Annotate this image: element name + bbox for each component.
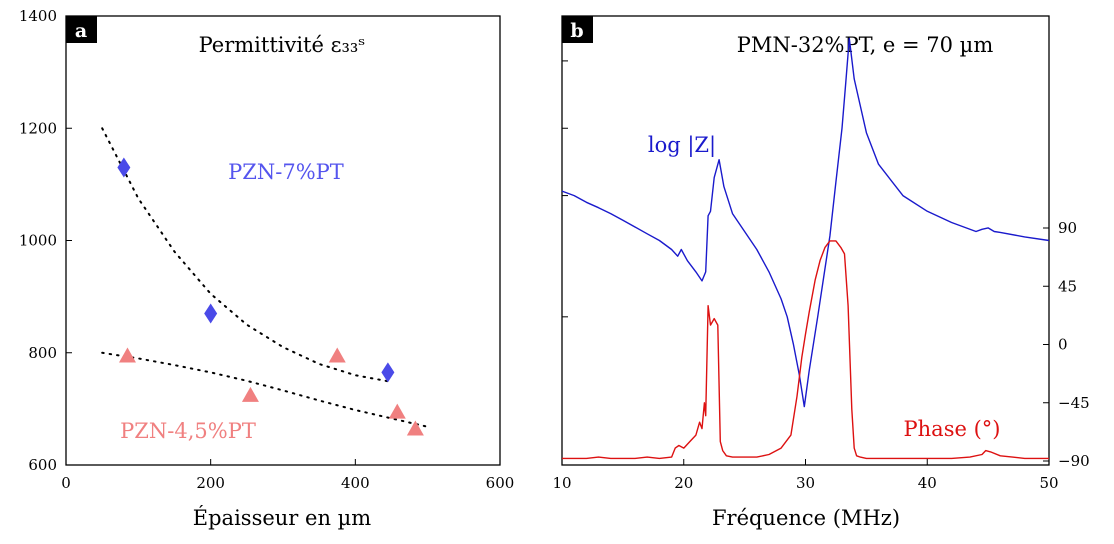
panel-a-y-tick-label: 600: [28, 456, 57, 474]
panel-b-tag: b: [570, 20, 583, 42]
fit-line-1: [101, 351, 429, 428]
panel-a-frame: [65, 15, 501, 466]
triangle-point: [118, 347, 136, 363]
panel-a-xlabel: Épaisseur en µm: [193, 506, 372, 530]
series-label-pzn-45pt: PZN-4,5%PT: [120, 419, 256, 443]
panel-a-fit-lines: [101, 127, 429, 428]
panel-b-x-ticks: 10 20 30 40 50: [552, 459, 1059, 492]
panel-a-x-tick-label: 400: [341, 474, 370, 492]
panel-b-x-tick-label: 40: [918, 474, 937, 492]
panel-b-tag-box: [562, 16, 593, 43]
panel-a-y-tick-label: 1400: [19, 7, 57, 25]
panel-b-x-tick-label: 20: [674, 474, 693, 492]
panel-b: b PMN-32%PT, e = 70 µm Fréquence (MHz) 1…: [552, 15, 1090, 530]
panel-a: a Permittivité ε₃₃ˢ Épaisseur en µm 0 200…: [19, 7, 515, 530]
panel-b-title: PMN-32%PT, e = 70 µm: [737, 33, 994, 57]
panel-a-y-tick-label: 1200: [19, 119, 57, 137]
series-label-log-z: log |Z|: [648, 133, 716, 158]
panel-a-x-tick-label: 0: [61, 474, 71, 492]
panel-b-x-tick-label: 50: [1039, 474, 1058, 492]
panel-b-x-tick-label: 10: [552, 474, 571, 492]
triangle-point: [388, 403, 406, 419]
fit-line-0: [101, 127, 393, 383]
panel-a-y-ticks: 600 800 1000 1200 1400: [19, 7, 72, 474]
panel-b-right-tick-label: −45: [1058, 394, 1090, 412]
panel-b-xlabel: Fréquence (MHz): [712, 506, 900, 530]
panel-a-y-tick-label: 1000: [19, 232, 57, 250]
panel-a-x-tick-label: 200: [196, 474, 225, 492]
panel-b-left-ticks: [562, 60, 568, 318]
diamond-point: [117, 157, 131, 178]
panel-b-right-ticks: −90 −45 0 45 90: [1043, 219, 1090, 470]
panel-a-y-tick-label: 800: [28, 344, 57, 362]
panel-b-right-tick-label: 0: [1058, 336, 1068, 354]
panel-a-title: Permittivité ε₃₃ˢ: [199, 33, 366, 57]
panel-a-tag-box: [66, 16, 97, 43]
panel-b-right-tick-label: 45: [1058, 277, 1077, 295]
panel-a-x-ticks: 0 200 400 600: [61, 459, 514, 492]
phase-line: [562, 240, 1049, 460]
panel-b-right-tick-label: −90: [1058, 452, 1090, 470]
triangle-point: [241, 386, 259, 402]
triangle-point: [328, 347, 346, 363]
panel-a-tag: a: [75, 20, 87, 42]
series-label-pzn-7pt: PZN-7%PT: [228, 160, 344, 184]
triangle-point: [406, 420, 424, 436]
series-label-phase: Phase (°): [904, 417, 1001, 441]
panel-b-right-tick-label: 90: [1058, 219, 1077, 237]
log-z-line: [561, 37, 1050, 408]
diamond-point: [204, 303, 218, 324]
panel-a-points: [117, 157, 424, 436]
panel-a-x-tick-label: 600: [486, 474, 515, 492]
panel-b-lines: [561, 37, 1050, 460]
diamond-point: [381, 362, 395, 383]
panel-b-x-tick-label: 30: [796, 474, 815, 492]
